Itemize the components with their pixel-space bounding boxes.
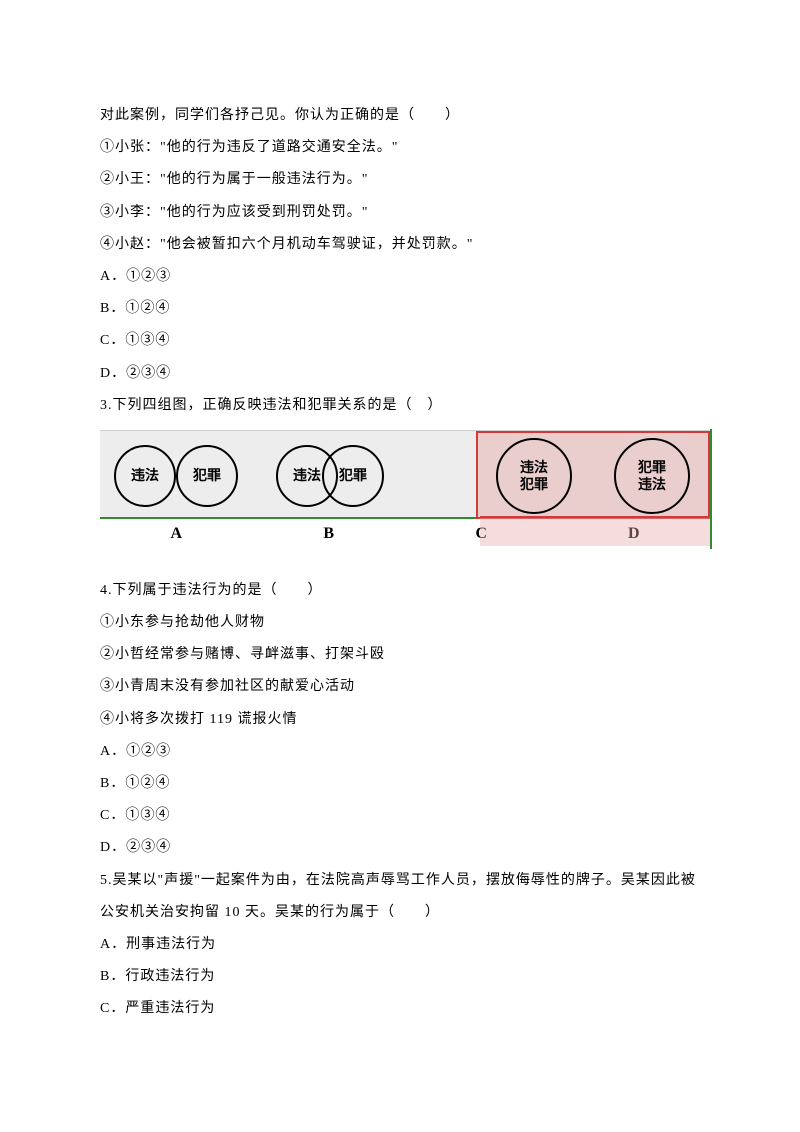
q5-option-c: C．严重违法行为 — [100, 993, 710, 1025]
q4-option-d: D．②③④ — [100, 832, 710, 864]
q2-statement-2: ②小王："他的行为属于一般违法行为。" — [100, 164, 710, 196]
venn-d-bot-text: 违法 — [638, 476, 666, 493]
venn-b-c2-text: 犯罪 — [339, 467, 367, 484]
q2-intro: 对此案例，同学们各抒己见。你认为正确的是（ ） — [100, 100, 710, 132]
venn-c-outer: 违法 犯罪 — [496, 438, 572, 514]
q4-stem: 4.下列属于违法行为的是（ ） — [100, 575, 710, 607]
q5-stem: 5.吴某以"声援"一起案件为由，在法院高声辱骂工作人员，摆放侮辱性的牌子。吴某因… — [100, 865, 710, 929]
diagram-right-border — [710, 429, 712, 549]
q3-diagram: 违法 犯罪 违法 犯罪 违法 犯罪 犯罪 违法 A B C D — [100, 430, 710, 543]
document-page: 对此案例，同学们各抒己见。你认为正确的是（ ） ①小张："他的行为违反了道路交通… — [0, 0, 800, 1086]
q2-option-c: C．①③④ — [100, 325, 710, 357]
q5-option-b: B．行政违法行为 — [100, 961, 710, 993]
q2-statement-4: ④小赵："他会被暂扣六个月机动车驾驶证，并处罚款。" — [100, 229, 710, 261]
q2-option-a: A．①②③ — [100, 261, 710, 293]
diagram-label-b: B — [253, 525, 406, 543]
diagram-label-a: A — [100, 525, 253, 543]
q4-option-c: C．①③④ — [100, 800, 710, 832]
q4-option-b: B．①②④ — [100, 768, 710, 800]
venn-a-c2-text: 犯罪 — [193, 467, 221, 484]
q2-option-b: B．①②④ — [100, 293, 710, 325]
q2-statement-1: ①小张："他的行为违反了道路交通安全法。" — [100, 132, 710, 164]
spacer — [100, 549, 710, 575]
venn-a-c1-text: 违法 — [131, 467, 159, 484]
diagram-background: 违法 犯罪 违法 犯罪 违法 犯罪 犯罪 违法 — [100, 430, 710, 519]
q3-stem: 3.下列四组图，正确反映违法和犯罪关系的是（ ） — [100, 390, 710, 422]
q4-statement-2: ②小哲经常参与赌博、寻衅滋事、打架斗殴 — [100, 639, 710, 671]
venn-b-circle-2: 犯罪 — [322, 445, 384, 507]
diagram-highlight-tab — [480, 516, 710, 546]
q2-option-d: D．②③④ — [100, 358, 710, 390]
venn-d-outer: 犯罪 违法 — [614, 438, 690, 514]
venn-c-top-text: 违法 — [520, 459, 548, 476]
venn-b-c1-text: 违法 — [293, 467, 321, 484]
venn-a-circle-2: 犯罪 — [176, 445, 238, 507]
q4-option-a: A．①②③ — [100, 736, 710, 768]
q4-statement-4: ④小将多次拨打 119 谎报火情 — [100, 704, 710, 736]
q2-statement-3: ③小李："他的行为应该受到刑罚处罚。" — [100, 197, 710, 229]
q4-statement-3: ③小青周末没有参加社区的献爱心活动 — [100, 671, 710, 703]
venn-d-top-text: 犯罪 — [638, 459, 666, 476]
venn-a-circle-1: 违法 — [114, 445, 176, 507]
q5-option-a: A．刑事违法行为 — [100, 929, 710, 961]
venn-c-bot-text: 犯罪 — [520, 476, 548, 493]
q4-statement-1: ①小东参与抢劫他人财物 — [100, 607, 710, 639]
